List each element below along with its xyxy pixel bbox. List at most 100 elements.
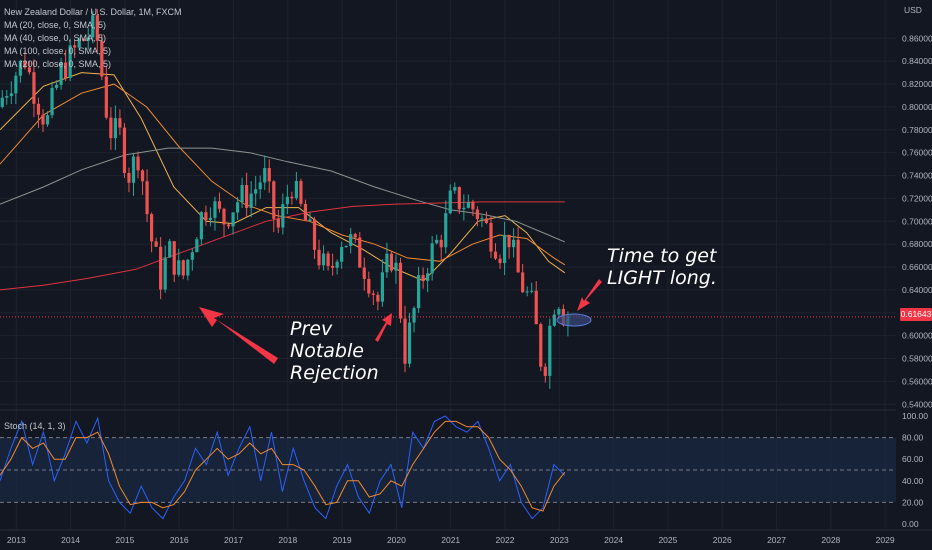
time-tick-label: 2016	[170, 535, 189, 545]
time-tick-label: 2020	[387, 535, 406, 545]
moving-average-lines	[0, 72, 566, 291]
candle-body	[163, 257, 167, 290]
candle-body	[502, 234, 507, 264]
candle-body	[371, 293, 375, 295]
candle-body	[27, 67, 32, 73]
candle-body	[118, 118, 122, 128]
price-tick-label: 0.66000	[902, 262, 932, 272]
candle-body	[235, 202, 240, 213]
price-tick-label: 0.86000	[902, 33, 932, 43]
ma-line	[0, 83, 566, 266]
stoch-tick-label: 20.00	[902, 497, 924, 507]
price-tick-label: 0.64000	[902, 285, 932, 295]
ma-100-label[interactable]: MA (100, close, 0, SMA, 5)	[4, 46, 112, 56]
ma-20-label[interactable]: MA (20, close, 0, SMA, 5)	[4, 20, 107, 30]
candle-body	[534, 290, 538, 325]
stoch-line	[0, 420, 566, 512]
candle-body	[466, 201, 470, 208]
candle-body	[95, 15, 99, 41]
candle-body	[335, 261, 339, 268]
stoch-tick-label: 100.00	[902, 411, 928, 421]
ma-line	[0, 201, 565, 291]
candle-body	[412, 308, 416, 323]
candle-body	[312, 219, 317, 250]
price-tick-label: 0.78000	[902, 125, 932, 135]
current-price-tag: 0.61643	[900, 308, 932, 321]
candle-body	[199, 212, 203, 240]
time-axis[interactable]: 2013 2014 2015 2016 2017 2018 2019 2020 2021 2022…	[0, 529, 932, 545]
candle-body	[444, 213, 448, 248]
candle-body	[552, 314, 556, 326]
candle-body	[50, 87, 54, 116]
candle-body	[217, 201, 222, 209]
ma-200-label[interactable]: MA (200, close, 0, SMA, 5)	[4, 59, 112, 69]
candle-body	[376, 294, 380, 302]
symbol-title[interactable]: New Zealand Dollar / U.S. Dollar, 1M, FX…	[4, 7, 182, 17]
candle-body	[272, 181, 276, 219]
candle-body	[462, 207, 466, 210]
candle-body	[36, 103, 41, 115]
candle-body	[226, 224, 231, 227]
candle-body	[54, 84, 59, 88]
stoch-label[interactable]: Stoch (14, 1, 3)	[4, 421, 66, 431]
ma-40-label[interactable]: MA (40, close, 0, SMA, 5)	[4, 33, 107, 43]
candle-body	[254, 189, 258, 194]
time-tick-label: 2027	[767, 535, 786, 545]
candle-body	[82, 39, 86, 41]
candle-body	[543, 366, 547, 376]
annot-line: Notable	[290, 340, 364, 362]
candle-body	[308, 219, 312, 222]
candle-body	[389, 253, 394, 271]
annot-line: Prev	[290, 318, 333, 340]
candle-body	[113, 118, 117, 139]
candle-body	[471, 201, 475, 210]
candle-body	[195, 239, 199, 253]
stoch-axis: 100.00 80.00 60.00 40.00 20.00 0.00	[902, 411, 928, 529]
candle-body	[430, 243, 434, 274]
candle-body	[267, 168, 271, 182]
candle-body	[9, 93, 13, 97]
candle-body	[136, 156, 140, 171]
candle-body	[344, 245, 348, 248]
candle-body	[240, 185, 244, 203]
candle-body	[41, 114, 45, 125]
candle-body	[398, 262, 403, 319]
annot-line: LIGHT long.	[607, 267, 717, 289]
candle-body	[516, 239, 520, 273]
candle-body	[426, 273, 430, 281]
candle-body	[204, 212, 208, 221]
price-axis[interactable]: 0.86000 0.84000 0.82000 0.80000 0.78000 0.760…	[896, 0, 932, 530]
candle-body	[530, 290, 534, 292]
candle-body	[168, 241, 172, 258]
stoch-line	[0, 415, 566, 520]
candle-body	[385, 253, 389, 273]
candle-body	[453, 187, 457, 191]
candle-body	[439, 239, 443, 248]
currency-label: USD	[904, 5, 922, 15]
candle-body	[45, 115, 50, 125]
candle-body	[299, 181, 303, 204]
candle-body	[145, 181, 149, 215]
candle-body	[493, 251, 498, 259]
candle-body	[407, 322, 412, 364]
candle-body	[303, 203, 308, 222]
time-tick-label: 2014	[61, 535, 80, 545]
candle-body	[326, 253, 330, 266]
stoch-lines	[0, 415, 566, 520]
candle-body	[290, 196, 294, 199]
candle-body	[245, 185, 249, 208]
candle-body	[557, 308, 561, 315]
candle-body	[181, 260, 185, 276]
time-tick-label: 2026	[713, 535, 732, 545]
candle-body	[73, 45, 77, 48]
time-tick-label: 2015	[115, 535, 134, 545]
candle-body	[525, 291, 529, 293]
ma-line	[0, 147, 565, 243]
price-tick-label: 0.58000	[902, 354, 932, 364]
candle-body	[507, 234, 511, 248]
candle-body	[127, 172, 131, 183]
arrow-icon	[199, 307, 278, 364]
price-tick-label: 0.68000	[902, 239, 932, 249]
candle-body	[14, 75, 18, 94]
